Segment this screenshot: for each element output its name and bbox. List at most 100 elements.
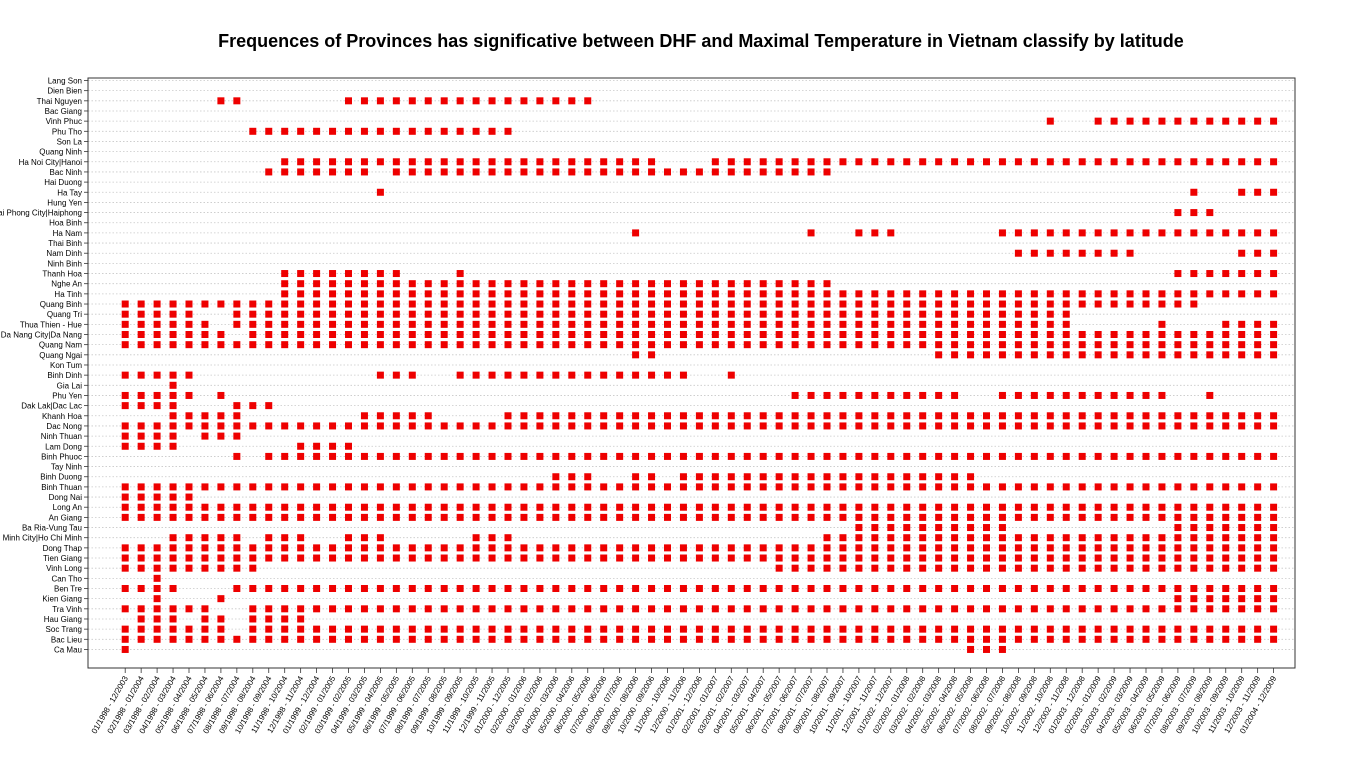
point-bac-lieu [998, 635, 1006, 643]
point-binh-dinh [536, 371, 544, 379]
point-vinh-long [1206, 564, 1214, 572]
point-nam-dinh [1046, 249, 1054, 257]
point-dong-thap [376, 544, 384, 552]
point-soc-trang [281, 625, 289, 633]
point-dong-thap [440, 544, 448, 552]
point-phu-yen [1078, 391, 1086, 399]
point-nghe-an [456, 280, 464, 288]
point-vinh-long [169, 564, 177, 572]
point-binh-phuoc [472, 452, 480, 460]
point-ben-tre [360, 585, 368, 592]
point-da-nang-city-da-nang [1046, 331, 1054, 338]
point-dac-nong [329, 422, 337, 430]
point-an-giang [1062, 513, 1070, 521]
point-ha-tinh [1206, 290, 1214, 298]
point-da-nang-city-da-nang [217, 331, 225, 338]
point-binh-phuoc [1126, 452, 1134, 460]
point-ha-tay [1238, 188, 1246, 196]
point-da-nang-city-da-nang [1270, 331, 1278, 338]
point-ha-tinh [345, 290, 352, 298]
point-nghe-an [679, 280, 687, 288]
point-binh-duong [807, 473, 815, 481]
point-ha-nam [1190, 229, 1198, 237]
point-bac-ninh [664, 168, 671, 176]
point-bac-lieu [520, 635, 528, 643]
point-tra-vinh [1110, 605, 1118, 613]
point-ben-tre [153, 585, 161, 592]
point-quang-tri [520, 310, 528, 318]
point-quang-tri [600, 310, 608, 318]
point-ben-tre [1046, 585, 1054, 592]
point-phu-yen [1126, 391, 1134, 399]
point-dong-thap [1174, 544, 1182, 552]
point-ha-noi-city-hanoi [360, 158, 368, 166]
point-binh-dinh [392, 371, 400, 379]
point-dong-thap [233, 544, 241, 552]
point-soc-trang [1238, 625, 1246, 633]
point-tra-vinh [823, 605, 831, 613]
point-quang-nam [839, 341, 847, 349]
point-tra-vinh [440, 605, 448, 613]
point-lam-dong [169, 442, 177, 450]
point-tien-giang [1190, 554, 1198, 562]
point-an-giang [297, 513, 305, 521]
point-quang-ngai [1078, 351, 1086, 359]
point-binh-thuan [1014, 483, 1022, 491]
point-binh-duong [775, 473, 783, 481]
y-tick-label: Hai Duong [44, 178, 82, 187]
point-dong-thap [839, 544, 847, 552]
point-ha-tinh [1158, 290, 1166, 298]
point-phu-yen [1094, 391, 1102, 399]
point-binh-thuan [1222, 483, 1230, 491]
point-quang-binh [297, 300, 305, 308]
point-ha-nam [1062, 229, 1070, 237]
point-bac-lieu [1254, 635, 1262, 643]
point-ha-tinh [1238, 290, 1246, 298]
point-long-an [568, 503, 576, 511]
point-an-giang [919, 513, 927, 521]
chart-title: Frequences of Provinces has significativ… [218, 31, 1184, 51]
point-quang-binh [823, 300, 831, 308]
point-kien-giang [153, 595, 161, 603]
point-binh-thuan [871, 483, 879, 491]
point-phu-tho [504, 127, 512, 135]
point-da-nang-city-da-nang [536, 331, 544, 338]
point-ho-chi-minh-city-ho-chi-minh [855, 534, 863, 542]
point-quang-nam [424, 341, 432, 349]
point-phu-tho [376, 127, 384, 135]
point-dac-nong [711, 422, 719, 430]
point-phu-yen [1014, 391, 1022, 399]
point-bac-lieu [584, 635, 592, 643]
data-marks [121, 97, 1278, 653]
point-tien-giang [1094, 554, 1102, 562]
point-thai-nguyen [360, 97, 368, 105]
point-khanh-hoa [919, 412, 927, 420]
point-binh-duong [759, 473, 767, 481]
point-quang-tri [408, 310, 416, 318]
point-quang-tri [488, 310, 496, 318]
point-soc-trang [1110, 625, 1118, 633]
point-dong-thap [1110, 544, 1118, 552]
point-ben-tre [1174, 585, 1182, 592]
point-tra-vinh [1094, 605, 1102, 613]
point-bac-lieu [679, 635, 687, 643]
point-ha-nam [1126, 229, 1134, 237]
point-ben-tre [408, 585, 416, 592]
point-tien-giang [345, 554, 352, 562]
point-binh-duong [791, 473, 799, 481]
point-ha-noi-city-hanoi [983, 158, 990, 166]
point-binh-phuoc [520, 452, 528, 460]
point-tien-giang [1062, 554, 1070, 562]
point-thua-thien-hue [759, 320, 767, 328]
point-da-nang-city-da-nang [488, 331, 496, 338]
point-hai-phong-city-haiphong [1190, 209, 1198, 217]
point-soc-trang [201, 625, 209, 633]
point-vinh-phuc [1238, 117, 1246, 125]
point-bac-lieu [472, 635, 480, 643]
point-thanh-hoa [1238, 270, 1246, 278]
point-quang-ngai [1014, 351, 1022, 359]
point-tien-giang [217, 554, 225, 562]
point-ha-tinh [616, 290, 624, 298]
point-khanh-hoa [711, 412, 719, 420]
point-vinh-long [1030, 564, 1038, 572]
